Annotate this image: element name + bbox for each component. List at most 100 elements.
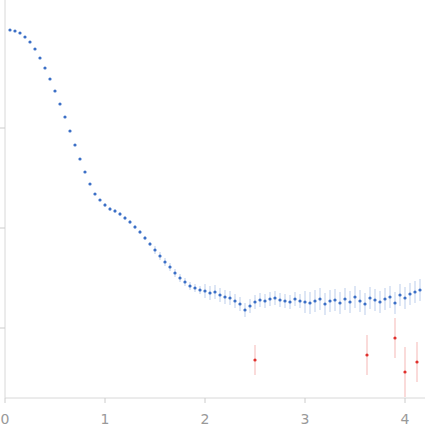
data-point: [233, 299, 236, 302]
data-point: [413, 290, 416, 293]
data-point: [318, 297, 321, 300]
data-point: [293, 297, 296, 300]
x-tick-label: 3: [301, 411, 310, 427]
data-point: [408, 292, 411, 295]
data-point: [403, 370, 406, 373]
data-point: [203, 289, 206, 292]
data-point: [383, 297, 386, 300]
data-point: [193, 286, 196, 289]
data-point: [173, 271, 176, 274]
x-tick-label: 1: [101, 411, 110, 427]
data-point: [88, 182, 91, 185]
error-bars: [255, 318, 417, 397]
data-point: [415, 360, 418, 363]
data-point: [78, 157, 81, 160]
data-point: [278, 298, 281, 301]
data-point: [303, 300, 306, 303]
data-point: [253, 300, 256, 303]
data-point: [373, 298, 376, 301]
data-point: [365, 353, 368, 356]
data-point: [393, 301, 396, 304]
data-point: [228, 296, 231, 299]
chart: 0 1 2 3 4: [0, 0, 425, 437]
x-tick-label: 2: [201, 411, 210, 427]
data-point: [183, 280, 186, 283]
data-point: [273, 296, 276, 299]
data-point: [153, 248, 156, 251]
data-point: [83, 170, 86, 173]
data-point: [68, 129, 71, 132]
data-point: [98, 198, 101, 201]
data-point: [118, 212, 121, 215]
data-point: [388, 295, 391, 298]
x-tick-label: 4: [401, 411, 410, 427]
data-point: [123, 216, 126, 219]
data-point: [238, 302, 241, 305]
data-point: [138, 230, 141, 233]
data-point: [328, 299, 331, 302]
data-point: [393, 336, 396, 339]
data-point: [63, 115, 66, 118]
data-point: [218, 293, 221, 296]
y-tick: [0, 228, 5, 229]
error-bars: [10, 30, 420, 318]
data-point: [143, 236, 146, 239]
data-point: [58, 102, 61, 105]
x-tick: [5, 398, 6, 403]
x-tick: [205, 398, 206, 403]
y-axis: [5, 0, 6, 398]
data-point: [48, 77, 51, 80]
data-point: [348, 300, 351, 303]
x-tick: [405, 398, 406, 403]
plot-area: [8, 28, 421, 397]
data-point: [323, 302, 326, 305]
points: [8, 28, 421, 311]
data-point: [148, 242, 151, 245]
data-point: [298, 299, 301, 302]
data-point: [343, 297, 346, 300]
data-point: [113, 209, 116, 212]
data-point: [308, 301, 311, 304]
y-tick: [0, 328, 5, 329]
data-point: [338, 301, 341, 304]
x-tick-label: 0: [1, 411, 10, 427]
points: [253, 336, 418, 373]
data-point: [223, 295, 226, 298]
data-point: [333, 298, 336, 301]
data-point: [363, 302, 366, 305]
data-point: [73, 143, 76, 146]
data-point: [128, 220, 131, 223]
data-point: [23, 35, 26, 38]
data-point: [93, 192, 96, 195]
data-point: [13, 29, 16, 32]
data-point: [133, 225, 136, 228]
data-point: [288, 300, 291, 303]
data-point: [403, 296, 406, 299]
x-tick: [105, 398, 106, 403]
data-point: [208, 291, 211, 294]
data-point: [178, 276, 181, 279]
data-point: [103, 203, 106, 206]
data-point: [198, 288, 201, 291]
data-point: [158, 254, 161, 257]
x-tick: [305, 398, 306, 403]
data-point: [263, 299, 266, 302]
data-point: [418, 288, 421, 291]
data-point: [18, 31, 21, 34]
data-point: [378, 300, 381, 303]
y-tick: [0, 128, 5, 129]
data-point: [313, 299, 316, 302]
data-point: [283, 299, 286, 302]
data-point: [163, 260, 166, 263]
data-point: [8, 28, 11, 31]
data-point: [353, 295, 356, 298]
data-point: [33, 47, 36, 50]
data-point: [43, 66, 46, 69]
data-point: [168, 265, 171, 268]
data-point: [258, 298, 261, 301]
data-point: [53, 89, 56, 92]
data-point: [368, 296, 371, 299]
data-point: [28, 40, 31, 43]
data-point: [38, 56, 41, 59]
data-point: [398, 293, 401, 296]
